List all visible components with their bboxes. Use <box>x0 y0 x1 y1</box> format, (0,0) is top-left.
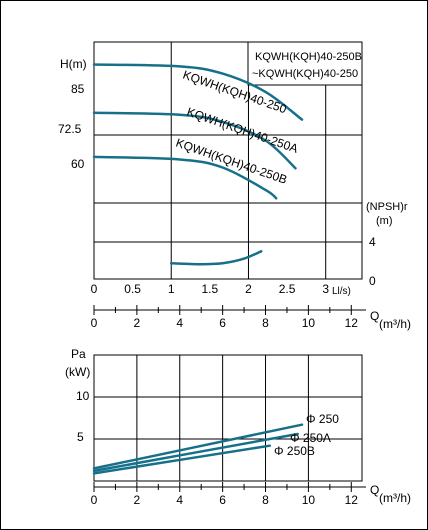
bottom-flow-tick-label: 6 <box>219 493 226 507</box>
ls-tick-label: 2 <box>245 282 252 296</box>
ls-tick-label: 1 <box>168 282 175 296</box>
power-axis-label: Pa <box>71 347 86 361</box>
power-tick-10: 10 <box>76 389 90 403</box>
npsh-axis-unit: (m) <box>376 215 393 227</box>
ls-tick-label: 2.5 <box>279 282 296 296</box>
top-flow-axis-unit: (m³/h) <box>379 317 411 331</box>
npsh-tick-4: 4 <box>369 235 376 249</box>
top-flow-tick-label: 8 <box>262 316 269 330</box>
y-tick-72-5: 72.5 <box>58 122 82 136</box>
head-plot-border <box>93 41 363 280</box>
top-flow-tick-label: 4 <box>176 316 183 330</box>
legend-line-1: KQWH(KQH)40-250B <box>255 51 362 63</box>
ls-axis-unit: Ll/s) <box>332 286 351 297</box>
head-curve-250b <box>92 155 278 200</box>
y-tick-60: 60 <box>71 157 85 171</box>
power-curve-250 <box>92 423 304 470</box>
top-flow-axis: 0 2 4 6 8 10 12 <box>91 305 366 330</box>
bottom-flow-tick-label: 2 <box>134 493 141 507</box>
ls-tick-label: 0 <box>91 282 98 296</box>
top-flow-axis-q: Q <box>370 309 379 323</box>
head-curve-250 <box>92 63 304 121</box>
legend-line-2: ~KQWH(KQH)40-250 <box>252 68 358 80</box>
power-curve-250a <box>92 432 299 473</box>
head-curves <box>92 63 304 266</box>
bottom-flow-tick-label: 10 <box>302 493 316 507</box>
npsh-tick-0: 0 <box>369 274 376 288</box>
power-tick-5: 5 <box>77 430 84 444</box>
ls-tick-label: 3 <box>322 282 329 296</box>
power-curves <box>92 423 304 475</box>
ls-tick-labels: 0 0.5 1 1.5 2 2.5 3 <box>91 282 330 296</box>
bottom-flow-tick-label: 8 <box>262 493 269 507</box>
y-tick-85: 85 <box>71 82 85 96</box>
bottom-flow-axis-q: Q <box>370 483 379 497</box>
top-flow-tick-label: 0 <box>91 316 98 330</box>
power-label-250b: Φ 250B <box>274 444 315 458</box>
npsh-axis-label: (NPSH)r <box>366 201 408 213</box>
top-flow-tick-label: 6 <box>219 316 226 330</box>
power-plot-border <box>93 354 363 482</box>
bottom-flow-axis-unit: (m³/h) <box>379 491 411 505</box>
npsh-curve <box>169 250 263 266</box>
bottom-flow-tick-label: 0 <box>91 493 98 507</box>
y-axis-label: H(m) <box>60 57 87 71</box>
top-flow-tick-label: 12 <box>345 316 359 330</box>
ls-tick-label: 0.5 <box>124 282 141 296</box>
power-axis-unit: (kW) <box>65 365 90 379</box>
ls-tick-label: 1.5 <box>202 282 219 296</box>
head-curve-250a <box>92 111 297 170</box>
top-flow-tick-label: 10 <box>302 316 316 330</box>
power-label-250a: Φ 250A <box>290 431 331 445</box>
power-label-250: Φ 250 <box>306 412 339 426</box>
power-curve-250b <box>92 444 272 475</box>
legend-box <box>247 41 363 86</box>
bottom-flow-axis: 0 2 4 6 8 10 12 <box>91 482 366 507</box>
bottom-flow-tick-label: 4 <box>176 493 183 507</box>
power-chart: Pa (kW) 10 5 0 2 4 6 8 10 12 Q (m³/h) Φ 250 Φ … <box>65 347 411 507</box>
head-chart: KQWH(KQH)40-250B ~KQWH(KQH)40-250 H(m) 8… <box>58 41 411 331</box>
bottom-flow-tick-label: 12 <box>345 493 359 507</box>
top-flow-tick-label: 2 <box>134 316 141 330</box>
